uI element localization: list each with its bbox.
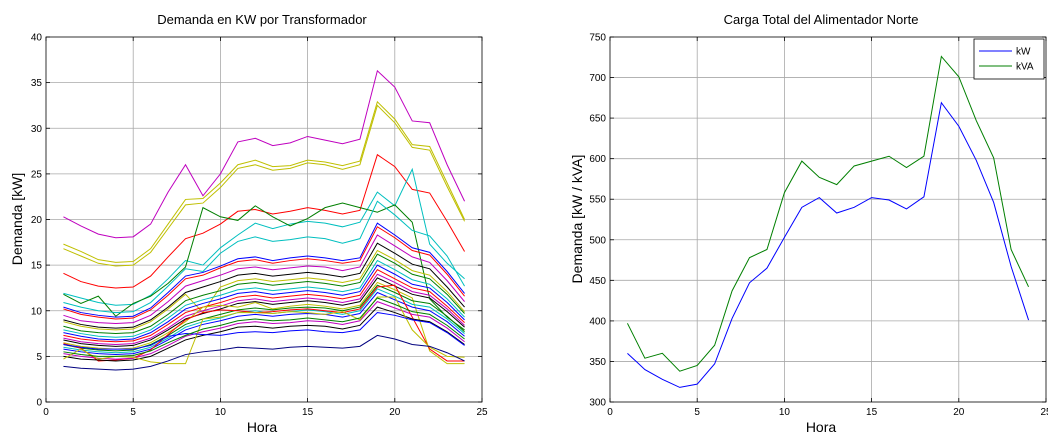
feeder-total-load-chart: Carga Total del Alimentador Norte Hora D… xyxy=(569,12,1048,435)
series-line xyxy=(63,306,465,362)
series-line xyxy=(63,264,465,341)
series-line xyxy=(63,242,465,329)
plot-frame xyxy=(609,36,1047,403)
series-line xyxy=(63,277,465,347)
series-line xyxy=(63,288,465,354)
y-tick-label: 400 xyxy=(589,316,606,327)
series-line xyxy=(63,226,465,320)
series-line xyxy=(63,202,465,331)
series-line xyxy=(63,234,465,325)
series-line xyxy=(63,249,465,331)
grid xyxy=(610,37,1046,402)
x-tick-label: 5 xyxy=(130,407,136,418)
y-tick-label: 20 xyxy=(31,215,43,226)
y-tick-label: 25 xyxy=(31,169,43,180)
x-tick-label: 0 xyxy=(607,407,613,418)
y-tick-label: 5 xyxy=(36,352,42,363)
y-tick-label: 750 xyxy=(589,33,606,44)
x-tick-label: 10 xyxy=(215,407,227,418)
series-line xyxy=(63,301,465,360)
y-tick-label: 350 xyxy=(589,357,606,368)
legend-label: kW xyxy=(1016,47,1031,58)
chart-title: Carga Total del Alimentador Norte xyxy=(724,12,919,27)
y-axis-label: Demanda [kW / kVA] xyxy=(569,155,585,284)
x-tick-label: 10 xyxy=(779,407,791,418)
y-tick-label: 500 xyxy=(589,235,606,246)
series-line xyxy=(627,101,1030,388)
y-tick-label: 10 xyxy=(31,306,43,317)
x-tick-label: 25 xyxy=(476,407,488,418)
x-tick-label: 5 xyxy=(694,407,700,418)
chart-title: Demanda en KW por Transformador xyxy=(157,12,367,27)
y-tick-label: 0 xyxy=(36,398,42,409)
y-tick-label: 650 xyxy=(589,114,606,125)
y-tick-label: 700 xyxy=(589,73,606,84)
x-axis-label: Hora xyxy=(806,419,837,435)
y-tick-label: 15 xyxy=(31,261,43,272)
x-axis-label: Hora xyxy=(247,419,278,435)
y-tick-label: 30 xyxy=(31,124,43,135)
series-line xyxy=(63,222,465,318)
y-tick-label: 35 xyxy=(31,78,43,89)
series-line xyxy=(63,312,465,350)
y-axis-label: Demanda [kW] xyxy=(9,173,25,266)
series-line xyxy=(63,284,465,352)
y-tick-label: 550 xyxy=(589,195,606,206)
series-line xyxy=(63,296,465,365)
legend-label: kVA xyxy=(1016,62,1034,73)
x-tick-label: 20 xyxy=(953,407,965,418)
x-tick-label: 15 xyxy=(866,407,878,418)
y-tick-label: 600 xyxy=(589,154,606,165)
x-tick-label: 20 xyxy=(389,407,401,418)
series-line xyxy=(63,200,465,314)
series-line xyxy=(626,55,1030,372)
series-group xyxy=(626,55,1030,388)
series-line xyxy=(63,259,465,338)
series-line xyxy=(63,253,465,335)
y-tick-label: 300 xyxy=(589,398,606,409)
series-line xyxy=(63,273,465,346)
series-line xyxy=(63,167,465,306)
legend-box xyxy=(973,38,1045,80)
legend: kW kVA xyxy=(973,38,1045,80)
grid xyxy=(46,37,482,402)
series-line xyxy=(63,69,466,239)
series-line xyxy=(63,297,465,357)
x-tick-label: 0 xyxy=(43,407,49,418)
series-line xyxy=(63,291,465,356)
y-tick-label: 40 xyxy=(31,33,43,44)
series-group xyxy=(63,69,466,371)
x-tick-label: 25 xyxy=(1040,407,1048,418)
series-line xyxy=(63,334,465,371)
x-tick-label: 15 xyxy=(302,407,314,418)
series-line xyxy=(63,104,466,267)
y-tick-label: 450 xyxy=(589,276,606,287)
demand-by-transformer-chart: Demanda en KW por Transformador Hora Dem… xyxy=(9,12,488,435)
series-line xyxy=(63,269,465,343)
series-line xyxy=(63,100,466,263)
